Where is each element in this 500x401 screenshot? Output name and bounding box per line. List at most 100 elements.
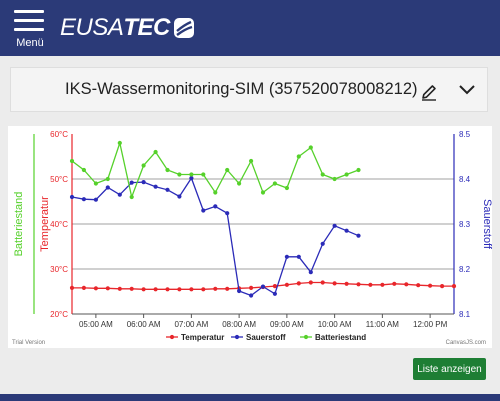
data-point-sauerstoff (284, 254, 289, 259)
data-point-batteriestand (189, 172, 194, 177)
data-point-batteriestand (308, 145, 313, 150)
data-point-sauerstoff (356, 233, 361, 238)
x-axis-tick-label: 12:00 PM (413, 320, 448, 329)
data-point-temperatur (201, 287, 206, 292)
data-point-sauerstoff (260, 284, 266, 289)
left-axis-tick-label: 20°C (50, 310, 68, 319)
data-point-sauerstoff (69, 194, 75, 200)
data-point-sauerstoff (249, 293, 254, 298)
data-point-temperatur (249, 285, 254, 290)
device-title: IKS-Wassermonitoring-SIM (35752007800821… (65, 80, 418, 98)
data-point-temperatur (105, 286, 110, 291)
data-point-sauerstoff (213, 204, 218, 209)
left-axis-tick-label: 30°C (50, 265, 68, 274)
right-axis-tick-label: 8.1 (459, 310, 471, 319)
data-point-batteriestand (93, 181, 98, 186)
data-point-batteriestand (117, 140, 122, 146)
right-axis-tick-label: 8.2 (459, 265, 471, 274)
data-point-batteriestand (105, 176, 110, 182)
data-point-temperatur (380, 282, 385, 287)
data-point-batteriestand (284, 185, 289, 191)
chart-panel: 20°C 30°C 40°C 50°C 60°C 8.1 8.2 8.3 8.4 8.5 05:00… (8, 126, 492, 348)
logo-mark-icon (173, 18, 194, 38)
chart-svg: 20°C 30°C 40°C 50°C 60°C 8.1 8.2 8.3 8.4 8.5 05:00… (12, 130, 492, 346)
data-point-temperatur (308, 280, 313, 285)
right-axis-title: Sauerstoff (481, 199, 492, 250)
data-point-temperatur (392, 281, 397, 286)
data-point-sauerstoff (177, 194, 182, 199)
data-point-batteriestand (129, 194, 134, 200)
x-axis-tick-label: 09:00 AM (270, 320, 304, 329)
left-axis-tick-label: 50°C (50, 175, 68, 184)
data-point-batteriestand (249, 158, 254, 164)
data-point-temperatur (69, 285, 75, 290)
data-point-batteriestand (153, 149, 158, 155)
data-point-temperatur (332, 281, 337, 286)
x-axis-tick-label: 11:00 AM (366, 320, 400, 329)
right-axis-tick-label: 8.5 (459, 130, 471, 139)
data-point-temperatur (416, 283, 421, 288)
logo-text: EUSATEC (60, 14, 170, 42)
data-point-temperatur (225, 286, 230, 291)
data-point-batteriestand (165, 167, 170, 173)
data-point-batteriestand (332, 176, 337, 182)
data-point-sauerstoff (201, 208, 206, 213)
canvasjs-credit-label: CanvasJS.com (446, 340, 486, 346)
data-point-sauerstoff (189, 176, 194, 181)
data-point-sauerstoff (225, 211, 230, 216)
data-point-batteriestand (177, 172, 182, 177)
data-point-temperatur (272, 284, 277, 289)
data-point-batteriestand (201, 172, 206, 177)
data-point-temperatur (284, 282, 289, 287)
x-axis-tick-label: 08:00 AM (222, 320, 256, 329)
data-point-temperatur (404, 282, 409, 287)
data-point-sauerstoff (141, 180, 146, 185)
data-point-batteriestand (356, 167, 361, 173)
show-list-button[interactable]: Liste anzeigen (413, 358, 486, 380)
x-axis-tick-label: 10:00 AM (318, 320, 352, 329)
data-point-temperatur (177, 287, 182, 292)
data-point-batteriestand (81, 167, 86, 173)
legend-label: Temperatur (181, 333, 224, 342)
data-point-sauerstoff (93, 197, 98, 202)
legend-label: Batteriestand (315, 333, 366, 342)
data-point-temperatur (213, 286, 218, 291)
hamburger-icon-line-1 (14, 10, 44, 13)
menu-button[interactable]: Menü (14, 10, 46, 50)
data-point-temperatur (93, 286, 98, 291)
data-point-sauerstoff (332, 223, 337, 228)
data-point-sauerstoff (308, 270, 313, 275)
data-point-batteriestand (320, 172, 325, 177)
data-point-temperatur (117, 286, 122, 291)
top-navigation-bar: Menü EUSATEC (0, 0, 500, 56)
data-point-temperatur (356, 282, 361, 287)
data-point-batteriestand (260, 190, 266, 195)
pencil-edit-icon[interactable] (419, 82, 439, 102)
data-point-temperatur (451, 284, 457, 289)
eusatec-logo[interactable]: EUSATEC (60, 11, 195, 45)
logo-suffix: TEC (123, 14, 170, 41)
outer-left-axis-title: Batteriestand (13, 192, 25, 257)
series-line-sauerstoff (71, 176, 359, 297)
data-point-batteriestand (141, 163, 146, 168)
data-point-sauerstoff (237, 288, 242, 294)
legend-swatch-marker (234, 334, 240, 340)
left-axis-tick-label: 40°C (50, 220, 68, 229)
data-point-temperatur (440, 284, 445, 289)
x-axis-tick-label: 05:00 AM (79, 320, 113, 329)
bottom-navigation-bar (0, 394, 500, 401)
data-point-sauerstoff (296, 254, 301, 259)
data-point-sauerstoff (117, 192, 122, 197)
legend-label: Sauerstoff (246, 333, 286, 342)
data-point-temperatur (165, 287, 170, 292)
menu-label: Menü (16, 37, 44, 49)
data-point-sauerstoff (344, 228, 349, 233)
legend-swatch-marker (303, 334, 309, 340)
x-axis-tick-label: 07:00 AM (174, 320, 208, 329)
chevron-down-icon[interactable] (457, 82, 477, 98)
data-point-temperatur (368, 282, 373, 287)
data-point-batteriestand (69, 158, 75, 164)
series-line-batteriestand (71, 140, 359, 200)
data-point-temperatur (153, 287, 158, 292)
data-point-batteriestand (213, 190, 218, 195)
